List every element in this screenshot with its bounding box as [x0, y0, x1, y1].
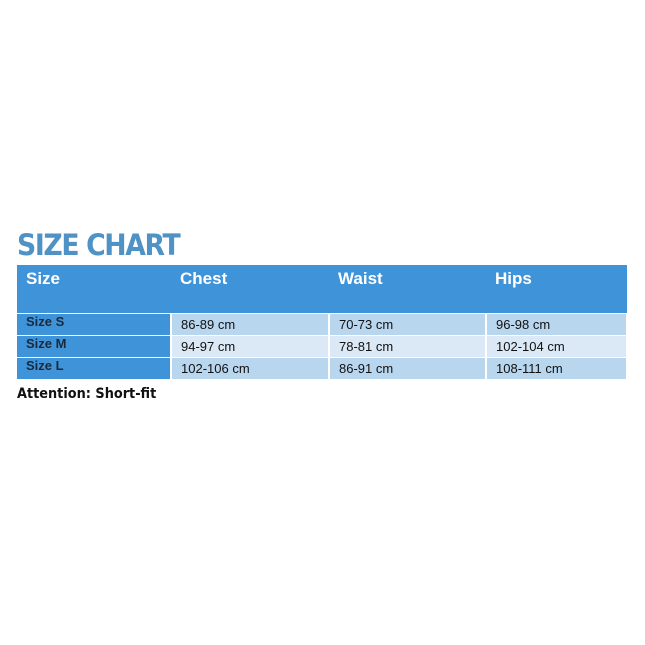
- header-chest: Chest: [171, 265, 329, 314]
- chest-cell: 102-106 cm: [170, 357, 330, 380]
- page-title: SIZE CHART: [17, 228, 181, 262]
- header-waist: Waist: [329, 265, 486, 314]
- table-row: Size S 86-89 cm 70-73 cm 96-98 cm: [17, 313, 628, 336]
- waist-cell: 78-81 cm: [328, 335, 487, 358]
- header-hips: Hips: [486, 265, 627, 314]
- size-cell: Size S: [17, 313, 172, 336]
- chest-cell: 86-89 cm: [170, 313, 330, 336]
- header-size: Size: [17, 265, 171, 314]
- size-cell: Size L: [17, 357, 172, 380]
- table-header-row: Size Chest Waist Hips: [17, 265, 627, 314]
- waist-cell: 70-73 cm: [328, 313, 487, 336]
- table-row: Size L 102-106 cm 86-91 cm 108-111 cm: [17, 357, 628, 380]
- hips-cell: 96-98 cm: [485, 313, 628, 336]
- hips-cell: 102-104 cm: [485, 335, 628, 358]
- fit-note: Attention: Short-fit: [17, 386, 157, 402]
- table-row: Size M 94-97 cm 78-81 cm 102-104 cm: [17, 335, 628, 358]
- size-chart-table: Size Chest Waist Hips Size S 86-89 cm 70…: [17, 265, 628, 380]
- chest-cell: 94-97 cm: [170, 335, 330, 358]
- size-cell: Size M: [17, 335, 172, 358]
- waist-cell: 86-91 cm: [328, 357, 487, 380]
- hips-cell: 108-111 cm: [485, 357, 628, 380]
